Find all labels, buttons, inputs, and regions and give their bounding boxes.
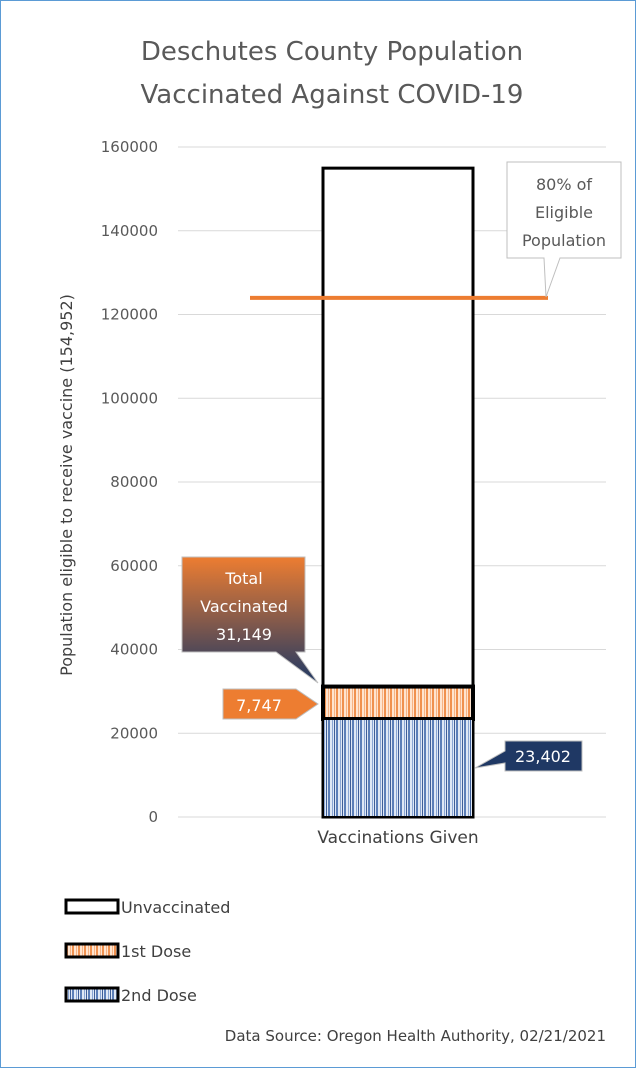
total-vaccinated-line-2: Vaccinated [200,597,288,616]
y-tick-label: 140000 [101,222,158,240]
chart-title-line-2: Vaccinated Against COVID-19 [141,80,524,110]
legend-swatch-unvaccinated [64,898,120,915]
legend-label-2nd-dose: 2nd Dose [121,986,197,1005]
legend-item-2nd-dose: 2nd Dose [64,986,197,1005]
total-vaccinated-callout: Total Vaccinated 31,149 [181,556,319,684]
first-dose-label-text: 7,747 [236,696,282,715]
y-axis-ticks: 0 20000 40000 60000 80000 100000 120000 140000 1… [101,138,158,826]
legend-item-unvaccinated: Unvaccinated [64,898,230,917]
y-tick-label: 20000 [110,724,158,742]
legend: Unvaccinated 1st Dose 2nd Dose [64,898,230,1005]
y-tick-label: 80000 [110,473,158,491]
x-category-label: Vaccinations Given [317,828,478,848]
first-dose-label-box [222,688,319,720]
legend-swatch-1st-dose [64,942,120,959]
y-tick-label: 40000 [110,641,158,659]
y-tick-label: 0 [148,808,158,826]
first-dose-data-label: 7,747 [222,688,319,720]
second-dose-label-box [474,740,583,772]
legend-item-1st-dose: 1st Dose [64,942,191,961]
y-tick-label: 60000 [110,557,158,575]
y-axis-label: Population eligible to receive vaccine (… [57,294,76,676]
legend-swatch-2nd-dose [64,986,120,1003]
threshold-label-line-1: 80% of [536,175,592,194]
second-dose-data-label: 23,402 [474,740,583,772]
bar-stack [321,166,475,819]
y-tick-label: 100000 [101,389,158,407]
second-dose-label-text: 23,402 [515,747,571,766]
legend-label-unvaccinated: Unvaccinated [121,898,230,917]
total-vaccinated-line-1: Total [224,569,262,588]
total-vaccinated-line-3: 31,149 [216,625,272,644]
threshold-callout: 80% of Eligible Population [506,161,622,298]
threshold-label-line-2: Eligible [535,203,593,222]
total-vaccinated-callout-box [181,556,319,684]
y-tick-label: 120000 [101,306,158,324]
bar-2nd-dose [322,718,474,819]
threshold-callout-box [506,161,622,298]
y-tick-label: 160000 [101,138,158,156]
bar-1st-dose [321,684,475,722]
data-source: Data Source: Oregon Health Authority, 02… [225,1027,606,1045]
threshold-label-line-3: Population [522,231,606,250]
chart-title-line-1: Deschutes County Population [141,37,523,67]
legend-label-1st-dose: 1st Dose [121,942,191,961]
